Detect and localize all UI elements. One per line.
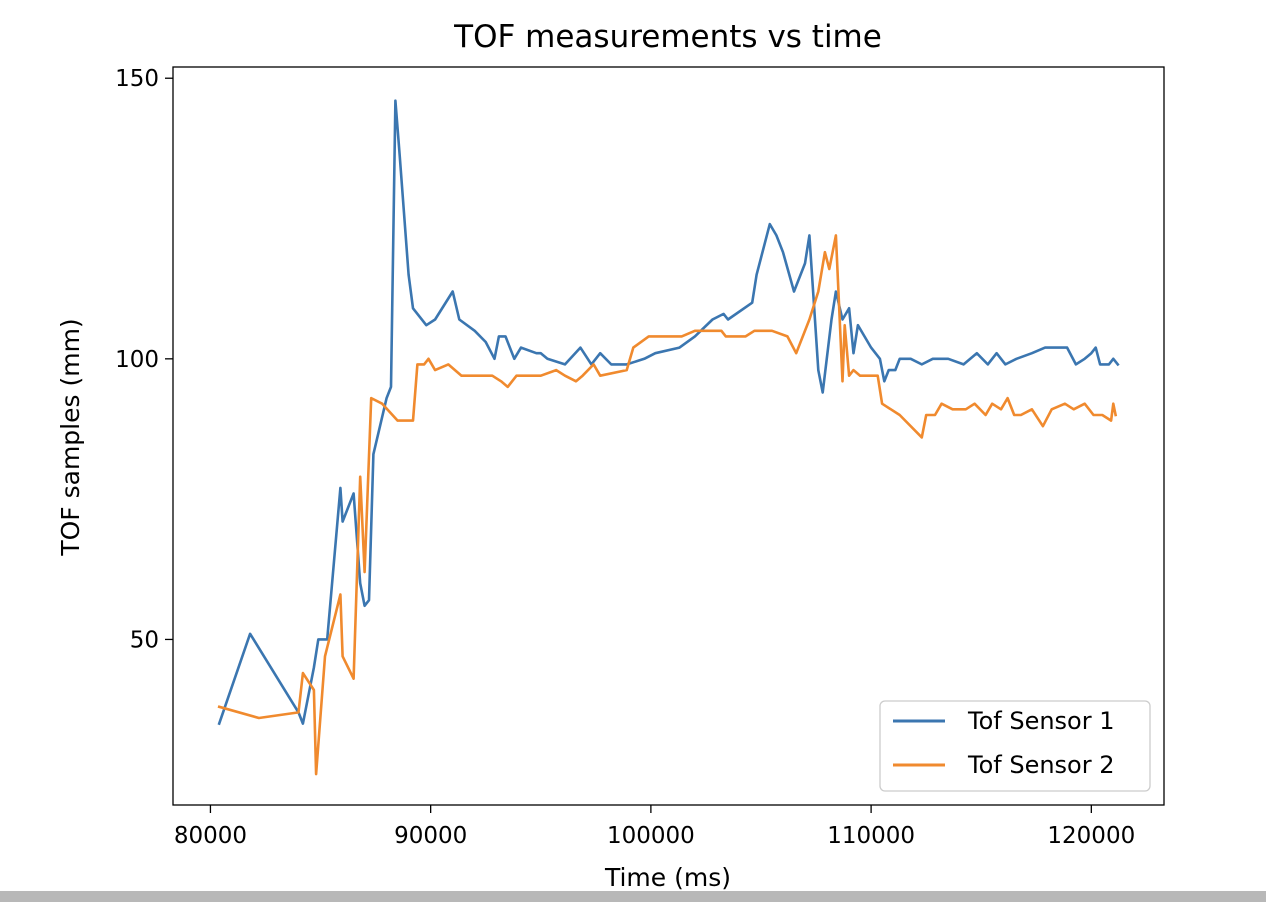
legend-label-tof-sensor-1: Tof Sensor 1: [967, 707, 1115, 735]
y-axis-label: TOF samples (mm): [56, 318, 85, 556]
x-axis-label: Time (ms): [604, 863, 731, 892]
plot-area: 80000 90000 100000 110000 120000 50 100 150: [115, 66, 1165, 849]
x-tick-label: 90000: [394, 823, 467, 849]
y-tick-label: 50: [130, 627, 159, 653]
legend-label-tof-sensor-2: Tof Sensor 2: [967, 751, 1115, 779]
x-tick-label: 80000: [174, 823, 247, 849]
series-line-tof-sensor-2: [217, 234, 1118, 776]
x-tick-label: 100000: [607, 823, 695, 849]
y-tick-label: 150: [115, 66, 159, 92]
x-tick-label: 110000: [827, 823, 915, 849]
y-axis-ticks: 50 100 150: [115, 66, 173, 653]
axes-frame: [172, 66, 1165, 806]
legend-box: [879, 700, 1151, 792]
bottom-scroll-bar: [0, 891, 1266, 902]
legend: Tof Sensor 1 Tof Sensor 2: [879, 700, 1151, 792]
x-tick-label: 120000: [1047, 823, 1135, 849]
series-layer: [217, 99, 1120, 776]
x-axis-ticks: 80000 90000 100000 110000 120000: [174, 805, 1135, 849]
y-tick-label: 100: [115, 347, 159, 373]
series-line-tof-sensor-1: [217, 99, 1120, 726]
chart-title: TOF measurements vs time: [453, 19, 882, 55]
